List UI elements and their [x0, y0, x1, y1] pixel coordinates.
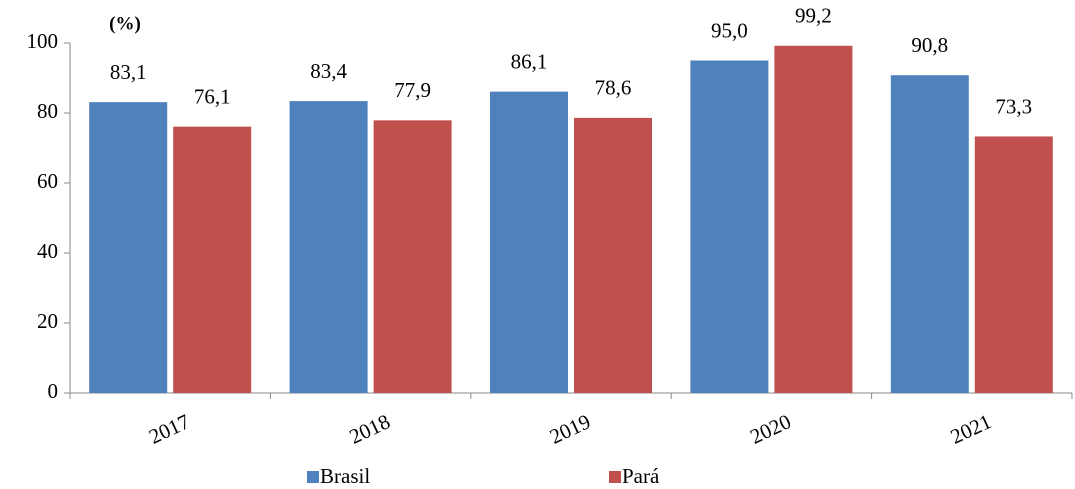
- value-label: 90,8: [911, 33, 948, 57]
- legend-label: Brasil: [320, 464, 370, 488]
- y-tick-label: 20: [37, 309, 58, 333]
- x-tick-label: 2020: [746, 409, 794, 449]
- x-tick-label: 2018: [346, 409, 394, 449]
- legend-swatch: [307, 471, 319, 483]
- y-tick-label: 0: [48, 379, 59, 403]
- bar: [89, 102, 168, 394]
- legend-label: Pará: [622, 464, 660, 488]
- y-tick-label: 100: [27, 29, 59, 53]
- bar: [974, 136, 1053, 393]
- y-axis-label: (%): [109, 13, 141, 34]
- x-tick-label: 2019: [546, 409, 594, 449]
- legend-swatch: [609, 471, 621, 483]
- x-tick-label: 2017: [145, 409, 193, 449]
- value-label: 78,6: [595, 76, 632, 100]
- value-label: 76,1: [194, 84, 231, 108]
- bar: [690, 60, 769, 393]
- value-label: 95,0: [711, 18, 748, 42]
- y-tick-label: 40: [37, 239, 58, 263]
- y-tick-label: 80: [37, 99, 58, 123]
- bar: [490, 91, 568, 394]
- bar: [574, 117, 652, 394]
- bar: [890, 75, 969, 393]
- bar: [173, 126, 252, 394]
- value-label: 86,1: [511, 49, 548, 73]
- bar: [774, 45, 853, 394]
- bar: [289, 101, 368, 393]
- value-label: 83,1: [110, 60, 147, 84]
- x-tick-label: 2021: [947, 409, 995, 449]
- value-label: 83,4: [310, 59, 347, 83]
- value-label: 73,3: [995, 94, 1032, 118]
- bar: [373, 120, 452, 393]
- value-label: 77,9: [394, 78, 431, 102]
- value-label: 99,2: [795, 4, 832, 28]
- y-tick-label: 60: [37, 169, 58, 193]
